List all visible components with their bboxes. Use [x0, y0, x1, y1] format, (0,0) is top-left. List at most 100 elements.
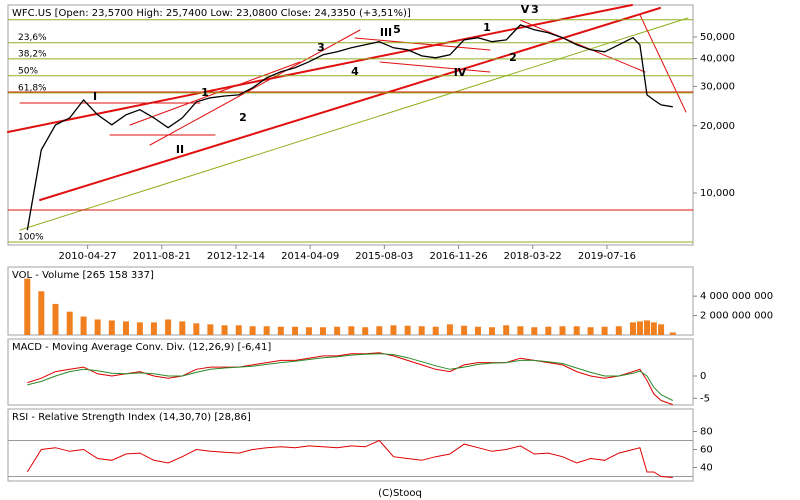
bar [235, 325, 242, 335]
bar [559, 326, 566, 335]
fib-label: 100% [18, 233, 44, 243]
panel-content: 50,000 40,000 30,000 20,000 10,000 2010-04-27… [8, 3, 735, 262]
sub-channel [149, 29, 361, 146]
wave-label: 2 [509, 51, 517, 64]
bar [531, 327, 538, 335]
channel-upper [7, 4, 633, 133]
bar [390, 325, 397, 335]
bar [263, 326, 270, 335]
wave-label: I [93, 90, 97, 103]
wave-label: 3 [317, 41, 325, 54]
bar [319, 327, 326, 335]
bar [66, 311, 73, 335]
bar [517, 326, 524, 335]
chart-title: WFC.US [Open: 23,5700 High: 25,7400 Low:… [12, 8, 411, 19]
panel-title: RSI - Relative Strength Index (14,30,70)… [12, 412, 251, 423]
trend-green [19, 17, 689, 231]
wave-label: 1 [483, 21, 491, 34]
bar [38, 291, 45, 335]
wave-label: III [380, 26, 392, 39]
panel-content: 0 -5 [27, 352, 710, 406]
x-tick-label: 2016-11-26 [429, 251, 487, 262]
bar [348, 326, 355, 335]
x-tick-label: 2019-07-16 [578, 251, 636, 262]
panel-content: 4 000 000 000 2 000 000 000 [24, 278, 773, 335]
data-line [26, 439, 673, 478]
bar [658, 324, 665, 335]
bar [503, 325, 510, 335]
bar [474, 326, 481, 335]
panel-title: VOL - Volume [265 158 337] [12, 270, 154, 281]
bar [587, 327, 594, 335]
bar [636, 321, 643, 335]
volume-panel [7, 266, 694, 336]
y-tick-label: 60 [700, 445, 713, 456]
panel-content: 80 60 40 [8, 427, 713, 478]
bar [644, 320, 651, 335]
footer: (C)Stooq [378, 488, 422, 499]
wave-label: II [176, 143, 184, 156]
bar [545, 326, 552, 335]
y-tick-label: -5 [700, 393, 710, 404]
sub-channel [639, 14, 687, 113]
y-tick-label: 30,000 [700, 81, 735, 92]
y-tick-label: 20,000 [700, 121, 735, 132]
bar [489, 327, 496, 335]
y-tick-label: 50,000 [700, 32, 735, 43]
bar [461, 325, 468, 335]
bar [404, 325, 411, 335]
wave-label: 2 [239, 111, 247, 124]
wave-label: 3 [531, 3, 539, 16]
y-tick-label: 40 [700, 463, 713, 474]
bar [650, 322, 657, 335]
wave-label: 4 [351, 65, 359, 78]
bar [615, 326, 622, 335]
x-tick-label: 2011-08-21 [133, 251, 191, 262]
x-tick-label: 2012-12-14 [207, 251, 265, 262]
rsi-panel [7, 408, 694, 482]
bar [362, 327, 369, 335]
bar [432, 326, 439, 335]
bar [305, 327, 312, 335]
bar [165, 319, 172, 335]
wave-label: IV [454, 66, 467, 79]
y-tick-label: 4 000 000 000 [700, 291, 773, 302]
bar [193, 323, 200, 335]
channel-lower [39, 7, 661, 201]
bar [52, 303, 59, 335]
bar [221, 325, 228, 335]
x-tick-label: 2014-04-09 [281, 251, 339, 262]
fib-label: 61,8% [18, 83, 47, 93]
bar [122, 321, 129, 335]
bar [376, 326, 383, 335]
bar [418, 326, 425, 335]
y-tick-label: 80 [700, 427, 713, 438]
sub-channel [379, 61, 491, 73]
y-tick-label: 10,000 [700, 188, 735, 199]
bar [277, 326, 284, 335]
trend-lines [7, 4, 694, 231]
x-tick-label: 2015-08-03 [355, 251, 413, 262]
x-tick-label: 2018-03-22 [504, 251, 562, 262]
panel-title: MACD - Moving Average Conv. Div. (12,26,… [12, 342, 271, 353]
bar [446, 324, 453, 335]
bar [108, 320, 115, 335]
bar [601, 326, 608, 335]
y-tick-label: 2 000 000 000 [700, 311, 773, 322]
bar [24, 278, 31, 335]
y-tick-label: 0 [700, 371, 706, 382]
fib-label: 23,6% [18, 33, 47, 43]
bar [573, 326, 580, 335]
fib-label: 50% [18, 66, 38, 76]
y-tick-label: 40,000 [700, 54, 735, 65]
wave-label: 5 [393, 23, 401, 36]
bar [334, 326, 341, 335]
bar [669, 332, 676, 335]
data-line [26, 24, 673, 231]
wave-label: V [521, 3, 530, 16]
bar [94, 319, 101, 335]
bar [207, 324, 214, 335]
fib-label: 38,2% [18, 49, 47, 59]
sub-channel [354, 37, 491, 51]
